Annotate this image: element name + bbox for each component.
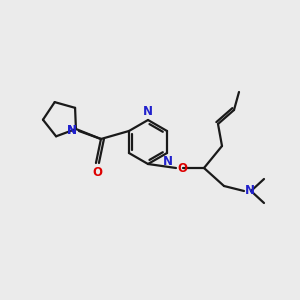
Text: N: N [67, 124, 77, 136]
Text: N: N [143, 105, 153, 118]
Text: N: N [67, 124, 77, 136]
Text: O: O [177, 161, 187, 175]
Text: O: O [92, 166, 102, 179]
Text: N: N [245, 184, 255, 197]
Text: N: N [163, 155, 173, 168]
